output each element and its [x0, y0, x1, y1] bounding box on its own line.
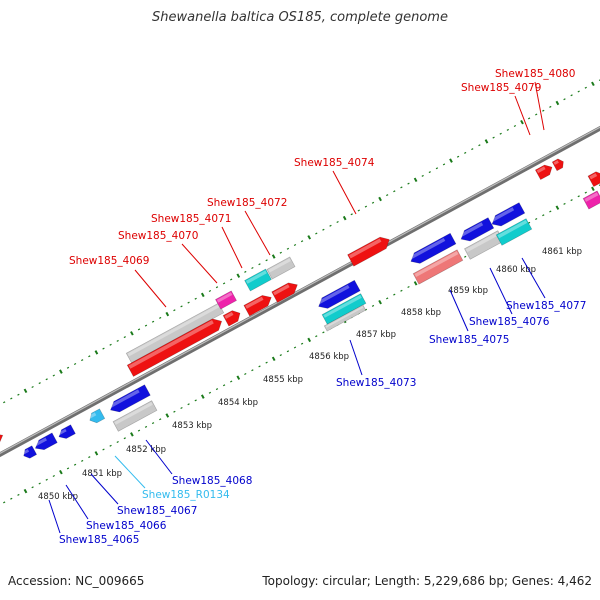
backbone-line: [0, 125, 600, 458]
position-label: 4857 kbp: [356, 330, 396, 340]
position-label: 4853 kbp: [172, 421, 212, 431]
position-label: 4854 kbp: [218, 398, 258, 408]
gene-shew185-4069[interactable]: [125, 302, 225, 364]
gene-label-reverse[interactable]: Shew185_4077: [506, 300, 586, 312]
gene-cyan-a[interactable]: [244, 268, 272, 292]
gene-features: [0, 157, 600, 461]
gene-grey-a[interactable]: [266, 256, 296, 280]
label-leader: [534, 81, 545, 131]
gene-right-edge[interactable]: [587, 169, 600, 188]
gene-shew185-4074[interactable]: [347, 234, 393, 267]
gene-shew185-4080[interactable]: [551, 157, 566, 172]
position-label: 4851 kbp: [82, 469, 122, 479]
position-label: 4859 kbp: [448, 286, 488, 296]
position-label: 4858 kbp: [401, 308, 441, 318]
gene-label-forward[interactable]: Shew185_4069: [69, 255, 149, 267]
gene-shew185-4071[interactable]: [222, 308, 243, 327]
gene-shew185-4077[interactable]: [489, 202, 526, 230]
gene-label-forward[interactable]: Shew185_4080: [495, 68, 575, 80]
gene-shew185-4067[interactable]: [57, 424, 76, 441]
gene-shew185-4070[interactable]: [126, 315, 225, 377]
label-leader: [90, 473, 119, 505]
label-leader: [48, 499, 61, 534]
gene-label-forward[interactable]: Shew185_4072: [207, 197, 287, 209]
gene-shew185-r0134[interactable]: [87, 408, 106, 425]
label-leader: [145, 439, 173, 475]
label-leader: [221, 226, 243, 269]
gene-shew185-4068[interactable]: [108, 384, 151, 416]
gene-shew185-4076-pseudo[interactable]: [412, 249, 464, 285]
label-leader: [449, 289, 469, 332]
gene-label-forward[interactable]: Shew185_4070: [118, 230, 198, 242]
gene-labels: Shew185_4080 Shew185_4079 Shew185_4074 Shew…: [48, 68, 586, 546]
gene-pink-b[interactable]: [582, 190, 600, 210]
backbone-highlight: [0, 126, 600, 455]
gene-shew185-4073-a[interactable]: [316, 279, 361, 312]
gene-label-reverse[interactable]: Shew185_4073: [336, 377, 416, 389]
label-leader: [65, 484, 89, 520]
label-leader: [134, 269, 167, 308]
gene-left-edge[interactable]: [0, 430, 5, 451]
position-label: 4850 kbp: [38, 492, 78, 502]
accession-text: Accession: NC_009665: [8, 574, 145, 588]
position-label: 4856 kbp: [309, 352, 349, 362]
position-labels: 4850 kbp 4851 kbp 4852 kbp 4853 kbp 4854 kbp…: [38, 247, 582, 502]
gene-shew185-4065[interactable]: [21, 445, 38, 461]
gene-label-rna[interactable]: Shew185_R0134: [142, 489, 230, 501]
label-leader: [514, 95, 531, 136]
label-leader: [521, 257, 546, 299]
gene-label-reverse[interactable]: Shew185_4066: [86, 520, 167, 532]
gene-label-forward[interactable]: Shew185_4071: [151, 213, 231, 225]
gene-shew185-4076[interactable]: [458, 217, 495, 245]
genome-summary-text: Topology: circular; Length: 5,229,686 bp…: [262, 574, 592, 588]
gene-shew185-4072-a[interactable]: [243, 292, 274, 317]
position-label: 4855 kbp: [263, 375, 303, 385]
label-leader: [349, 339, 363, 376]
label-leader: [114, 455, 146, 489]
tick-rows: [3, 78, 600, 504]
upper-tick-row: [3, 78, 600, 404]
gene-shew185-4079[interactable]: [534, 162, 554, 181]
gene-label-reverse[interactable]: Shew185_4067: [117, 505, 197, 517]
gene-label-forward[interactable]: Shew185_4074: [294, 157, 375, 169]
gene-label-reverse[interactable]: Shew185_4075: [429, 334, 509, 346]
gene-label-forward[interactable]: Shew185_4079: [461, 82, 541, 94]
genome-backbone: [0, 125, 600, 458]
gene-label-reverse[interactable]: Shew185_4068: [172, 475, 252, 487]
gene-shew185-4073-c[interactable]: [323, 304, 367, 332]
gene-grey-c[interactable]: [112, 400, 158, 432]
position-label: 4860 kbp: [496, 265, 536, 275]
gene-shew185-4066[interactable]: [33, 432, 58, 453]
gene-label-reverse[interactable]: Shew185_4065: [59, 534, 139, 546]
gene-shew185-4072-b[interactable]: [271, 280, 301, 303]
genome-title: Shewanella baltica OS185, complete genom…: [152, 10, 448, 25]
label-leader: [489, 267, 513, 315]
gene-shew185-4075[interactable]: [408, 232, 457, 266]
label-leader: [332, 170, 357, 215]
label-leader: [181, 243, 218, 284]
gene-cyan-b[interactable]: [495, 218, 533, 246]
gene-pink-a[interactable]: [215, 290, 237, 310]
position-label: 4861 kbp: [542, 247, 582, 257]
position-label: 4852 kbp: [126, 445, 166, 455]
label-leader: [244, 210, 271, 256]
gene-shew185-4073-b[interactable]: [321, 293, 367, 325]
gene-label-reverse[interactable]: Shew185_4076: [469, 316, 550, 328]
